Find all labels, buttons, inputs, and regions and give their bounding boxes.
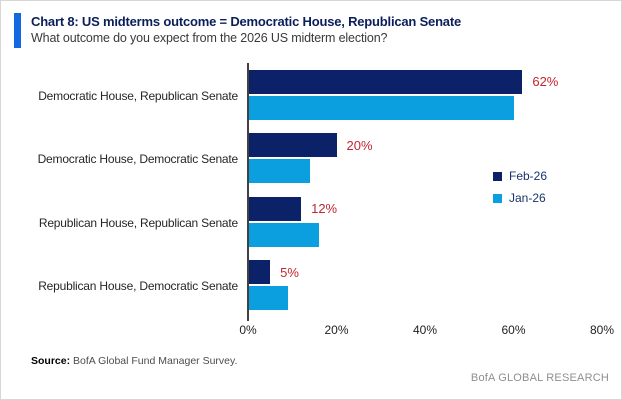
bar-feb-26-row2 xyxy=(248,133,337,157)
legend-label: Feb-26 xyxy=(509,169,548,183)
legend-swatch-jan-26 xyxy=(493,193,502,203)
chart-legend: Feb-26 Jan-26 xyxy=(493,165,547,209)
x-tick-label: 80% xyxy=(589,323,615,337)
category-label: Republican House, Republican Senate xyxy=(38,215,238,230)
bar-feb-26-row3 xyxy=(248,196,302,221)
bar-jan-26-row1 xyxy=(248,95,514,120)
x-tick-label: 20% xyxy=(324,323,349,337)
legend-swatch-feb-26 xyxy=(493,171,502,181)
x-tick-label: 60% xyxy=(501,323,526,337)
source-text: BofA Global Fund Manager Survey. xyxy=(70,355,238,367)
bar-value-label: 20% xyxy=(346,137,373,153)
bar-value-label: 5% xyxy=(280,264,299,280)
bar-jan-26-row2 xyxy=(248,159,310,183)
bar-feb-26-row1 xyxy=(248,69,523,94)
chart-title: Chart 8: US midterms outcome = Democrati… xyxy=(31,14,461,29)
category-label: Republican House, Democratic Senate xyxy=(38,279,238,294)
chart-subtitle: What outcome do you expect from the 2026… xyxy=(31,31,388,45)
bar-jan-26-row3 xyxy=(248,222,319,247)
legend-item-feb-26: Feb-26 xyxy=(493,165,547,187)
title-accent-bar xyxy=(14,13,21,48)
category-label: Democratic House, Republican Senate xyxy=(38,88,238,103)
x-tick-label: 0% xyxy=(239,323,257,337)
bar-value-label: 62% xyxy=(532,74,559,89)
source-label: Source: xyxy=(31,355,71,367)
brand-footer: BofA GLOBAL RESEARCH xyxy=(470,372,609,384)
x-tick-label: 40% xyxy=(412,323,438,337)
y-axis-line xyxy=(247,63,249,321)
source-note: Source: BofA Global Fund Manager Survey. xyxy=(31,355,237,367)
category-label: Democratic House, Democratic Senate xyxy=(37,152,239,167)
legend-label: Jan-26 xyxy=(509,191,546,205)
legend-item-jan-26: Jan-26 xyxy=(493,187,547,209)
bar-value-label: 12% xyxy=(311,201,338,216)
bar-jan-26-row4 xyxy=(248,286,288,310)
bar-feb-26-row4 xyxy=(248,260,271,284)
